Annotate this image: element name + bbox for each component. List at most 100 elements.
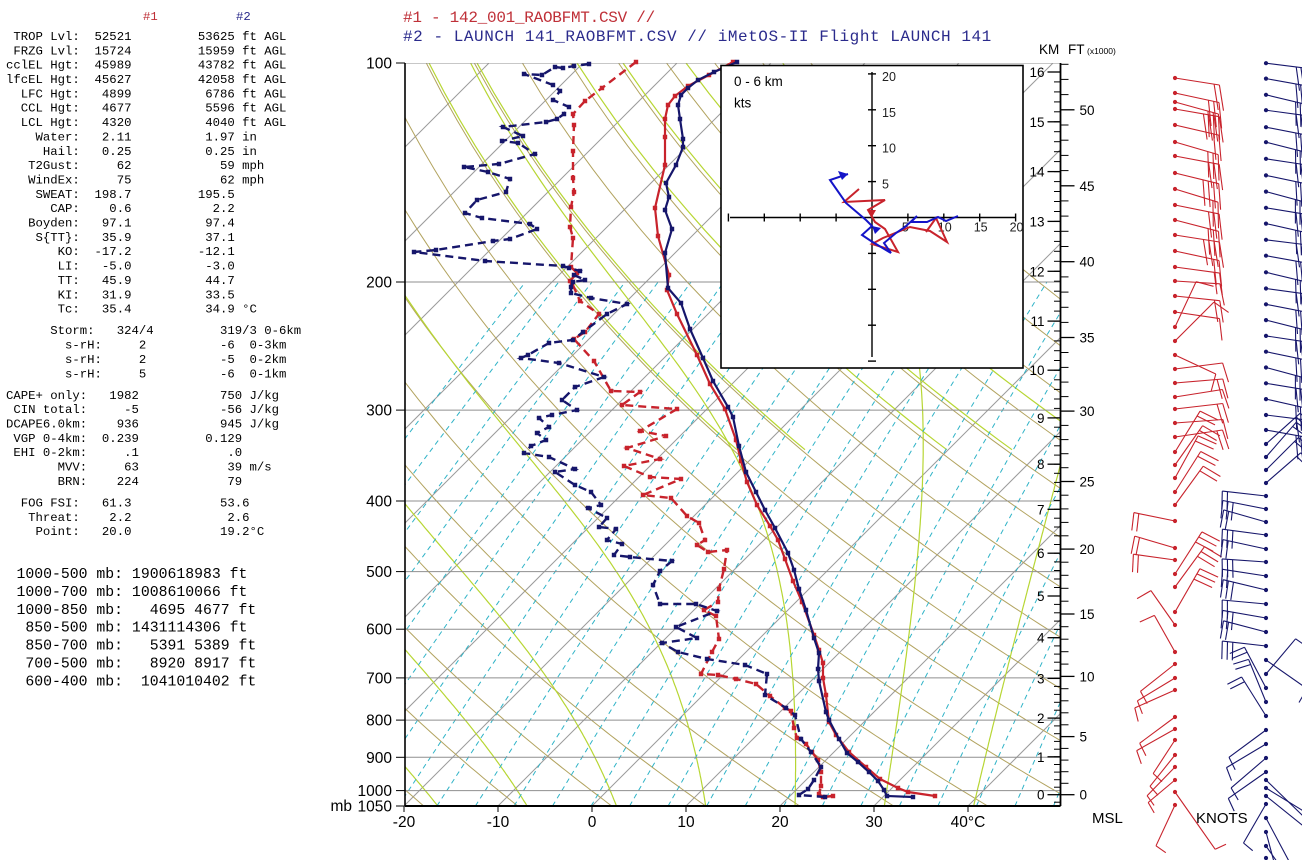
- svg-text:Threat: 2.2 2.6: Threat: 2.2 2.6: [6, 511, 250, 525]
- svg-text:KO: -17.2 -12.1: KO: -17.2 -12.1: [6, 245, 242, 259]
- svg-text:-10: -10: [487, 814, 510, 831]
- svg-text:15: 15: [974, 221, 988, 235]
- svg-text:20: 20: [771, 814, 789, 831]
- svg-text:KM: KM: [1039, 42, 1059, 57]
- svg-text:25: 25: [1080, 475, 1095, 490]
- svg-text:Point: 20.0 19.2°: Point: 20.0 19.2°C: [6, 525, 264, 539]
- svg-text:Hail: 0.25 0.25 in: Hail: 0.25 0.25 in: [6, 145, 257, 159]
- svg-text:15: 15: [882, 106, 896, 120]
- svg-text:800: 800: [366, 713, 392, 730]
- svg-text:600: 600: [366, 622, 392, 639]
- svg-text:5: 5: [1037, 589, 1045, 604]
- svg-text:0 - 6 km: 0 - 6 km: [734, 74, 783, 89]
- svg-text:FRZG Lvl: 15724 15959: FRZG Lvl: 15724 15959 ft AGL: [6, 44, 286, 58]
- svg-text:9: 9: [1037, 411, 1045, 426]
- svg-text:300: 300: [366, 403, 392, 420]
- svg-text:40°C: 40°C: [951, 814, 986, 831]
- svg-text:600-400 mb: 1041010402 ft: 600-400 mb: 1041010402 ft: [17, 674, 257, 690]
- svg-text:50: 50: [1080, 103, 1095, 118]
- svg-text:15: 15: [1080, 607, 1095, 622]
- svg-text:1000-500 mb: 1900618983 ft: 1000-500 mb: 1900618983 ft: [17, 567, 248, 583]
- svg-text:15: 15: [1029, 115, 1044, 130]
- svg-text:KNOTS: KNOTS: [1196, 810, 1248, 827]
- svg-text:30: 30: [865, 814, 883, 831]
- svg-text:8: 8: [1037, 457, 1045, 472]
- svg-text:11: 11: [1030, 314, 1044, 329]
- svg-text:0: 0: [1037, 788, 1045, 803]
- svg-text:Boyden: 97.1 97.4: Boyden: 97.1 97.4: [6, 217, 242, 231]
- svg-text:s-rH: 5 -6 0-1km: s-rH: 5 -6 0-1km: [6, 367, 286, 381]
- svg-text:4: 4: [1037, 631, 1045, 646]
- svg-text:S{TT}: 35.9 37.1: S{TT}: 35.9 37.1: [6, 231, 242, 245]
- svg-text:30: 30: [1080, 404, 1095, 419]
- svg-text:CAPE+ only: 1982 7: CAPE+ only: 1982 750 J/kg: [6, 389, 279, 403]
- svg-text:2: 2: [1037, 711, 1045, 726]
- svg-text:20: 20: [882, 70, 896, 84]
- svg-text:0: 0: [1080, 788, 1088, 803]
- svg-text:LCL Hgt: 4320 4040: LCL Hgt: 4320 4040 ft AGL: [6, 116, 286, 130]
- svg-text:T2Gust: 62 59 m: T2Gust: 62 59 mph: [6, 159, 264, 173]
- svg-text:700-500 mb: 8920 8917 ft: 700-500 mb: 8920 8917 ft: [17, 657, 257, 673]
- svg-text:s-rH: 2 -5 0-2km: s-rH: 2 -5 0-2km: [6, 353, 286, 367]
- svg-text:14: 14: [1029, 165, 1045, 180]
- svg-text:500: 500: [366, 564, 392, 581]
- svg-text:VGP 0-4km: 0.239 0.12: VGP 0-4km: 0.239 0.129: [6, 432, 250, 446]
- svg-text:850-500 mb: 1431114306 ft: 850-500 mb: 1431114306 ft: [17, 621, 248, 637]
- svg-text:kts: kts: [734, 96, 752, 111]
- svg-text:MVV: 63 39 m/s: MVV: 63 39 m/s: [6, 461, 272, 475]
- svg-text:900: 900: [366, 750, 392, 767]
- svg-text:FT: FT: [1068, 42, 1085, 57]
- svg-text:5: 5: [882, 178, 889, 192]
- svg-text:10: 10: [882, 142, 896, 156]
- svg-text:DCAPE6.0km: 936 9: DCAPE6.0km: 936 945 J/kg: [6, 418, 279, 432]
- svg-text:45: 45: [1080, 179, 1095, 194]
- svg-text:(x1000): (x1000): [1087, 46, 1116, 56]
- svg-text:cclEL Hgt: 45989 4378: cclEL Hgt: 45989 43782 ft AGL: [6, 59, 286, 73]
- svg-text:MSL: MSL: [1092, 810, 1123, 827]
- svg-text:13: 13: [1029, 214, 1044, 229]
- svg-text:Tc: 35.4 34.9 °C: Tc: 35.4 34.9 °C: [6, 303, 257, 317]
- svg-text:CAP: 0.6 2.2: CAP: 0.6 2.2: [6, 202, 242, 216]
- svg-text:10: 10: [1080, 669, 1095, 684]
- svg-text:1000-850 mb: 4695 4677 ft: 1000-850 mb: 4695 4677 ft: [17, 603, 257, 619]
- svg-text:1000-700 mb: 1008610066 ft: 1000-700 mb: 1008610066 ft: [17, 585, 248, 601]
- svg-text:400: 400: [366, 494, 392, 511]
- svg-text:10: 10: [1029, 363, 1044, 378]
- svg-text:TT: 45.9 44.7: TT: 45.9 44.7: [6, 274, 242, 288]
- svg-text:1000: 1000: [358, 783, 393, 800]
- svg-text:850-700 mb: 5391 5389 ft: 850-700 mb: 5391 5389 ft: [17, 639, 257, 655]
- svg-text:16: 16: [1029, 65, 1044, 80]
- svg-text:200: 200: [366, 275, 392, 292]
- svg-text:CCL Hgt: 4677 5596: CCL Hgt: 4677 5596 ft AGL: [6, 102, 286, 116]
- svg-text:700: 700: [366, 670, 392, 687]
- svg-text:Storm: 324/4 319/3 0: Storm: 324/4 319/3 0-6km: [6, 324, 301, 338]
- svg-text:5: 5: [1080, 730, 1088, 745]
- svg-text:s-rH: 2 -6 0-3km: s-rH: 2 -6 0-3km: [6, 339, 286, 353]
- svg-text:12: 12: [1029, 264, 1044, 279]
- svg-text:#1 - 142_001_RAOBFMT.CSV //: #1 - 142_001_RAOBFMT.CSV //: [403, 9, 655, 27]
- svg-text:mb: mb: [330, 798, 352, 815]
- svg-text:LFC Hgt: 4899 6786: LFC Hgt: 4899 6786 ft AGL: [6, 87, 286, 101]
- svg-text:10: 10: [677, 814, 695, 831]
- svg-text:40: 40: [1080, 255, 1095, 270]
- svg-text:3: 3: [1037, 671, 1045, 686]
- svg-text:BRN: 224 79: BRN: 224 79: [6, 475, 250, 489]
- svg-text:#2: #2: [236, 10, 251, 24]
- svg-text:WindEx: 75 62 m: WindEx: 75 62 mph: [6, 174, 264, 188]
- svg-text:TROP Lvl: 52521 53625: TROP Lvl: 52521 53625 ft AGL: [6, 30, 286, 44]
- svg-text:lfcEL Hgt: 45627 4205: lfcEL Hgt: 45627 42058 ft AGL: [6, 73, 286, 87]
- svg-text:1050: 1050: [358, 799, 393, 816]
- svg-text:100: 100: [366, 56, 392, 73]
- svg-text:KI: 31.9 33.5: KI: 31.9 33.5: [6, 288, 242, 302]
- svg-text:6: 6: [1037, 546, 1045, 561]
- svg-text:CIN total: -5 -5: CIN total: -5 -56 J/kg: [6, 403, 279, 417]
- svg-text:FOG FSI: 61.3 53.: FOG FSI: 61.3 53.6: [6, 497, 250, 511]
- svg-text:-20: -20: [393, 814, 416, 831]
- svg-text:EHI 0-2km: .1 .: EHI 0-2km: .1 .0: [6, 446, 250, 460]
- svg-text:20: 20: [1080, 542, 1095, 557]
- svg-text:1: 1: [1037, 750, 1045, 765]
- svg-text:Water: 2.11 1.97 in: Water: 2.11 1.97 in: [6, 130, 257, 144]
- svg-text:7: 7: [1037, 502, 1045, 517]
- svg-text:LI: -5.0 -3.0: LI: -5.0 -3.0: [6, 260, 242, 274]
- svg-text:#1: #1: [143, 10, 158, 24]
